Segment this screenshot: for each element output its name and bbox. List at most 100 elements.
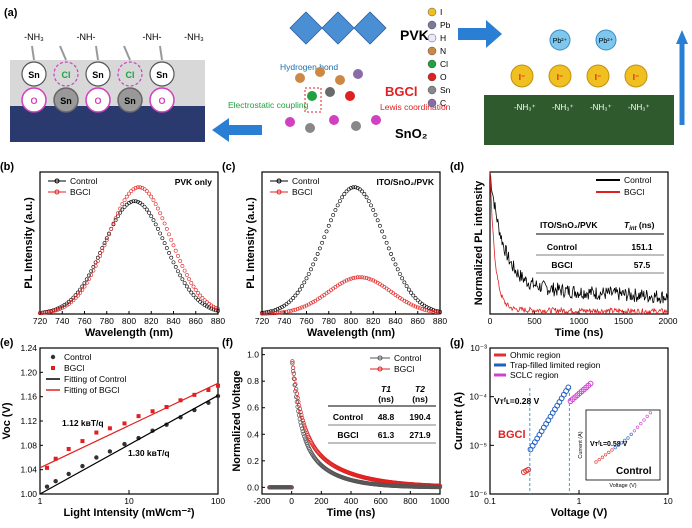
point-e-0-4 xyxy=(94,455,99,460)
point-c-0 xyxy=(409,290,413,295)
point-c-0 xyxy=(326,223,331,228)
point-b-0 xyxy=(73,293,78,298)
inset-point xyxy=(642,418,646,422)
molecule-atom-11 xyxy=(371,115,381,125)
point-c-1 xyxy=(431,309,436,314)
point-b-1 xyxy=(73,296,78,300)
legend-label-c-1: BGCl xyxy=(292,187,312,197)
point-c-0 xyxy=(324,229,329,234)
legend-dot-5 xyxy=(427,72,437,82)
xtick-label-b-1: 740 xyxy=(55,316,69,326)
point-c-0 xyxy=(262,310,267,315)
inset-point xyxy=(645,414,649,419)
point-b-0 xyxy=(144,207,149,212)
point-e-1-13 xyxy=(216,383,220,388)
point-e-0-5 xyxy=(107,449,113,454)
point-c-0 xyxy=(378,223,382,228)
point-c-0 xyxy=(404,284,409,289)
point-c-0 xyxy=(398,272,402,276)
point-c-1 xyxy=(286,309,291,314)
point-b-0 xyxy=(149,214,154,219)
point-c-0 xyxy=(309,267,313,272)
point-b-0 xyxy=(167,250,171,255)
electrostatic-label: Electrostatic coupling xyxy=(228,100,309,110)
atom-top-label-0: Sn xyxy=(28,70,40,80)
point-b-0 xyxy=(142,204,147,209)
ytick-label-e-6: 1.24 xyxy=(20,343,37,353)
point-c-1 xyxy=(306,302,311,307)
nh3-label-3: -NH₃⁺ xyxy=(628,103,650,112)
point-c-1 xyxy=(411,303,416,308)
point-b-1 xyxy=(91,268,96,273)
point-b-1 xyxy=(147,191,151,196)
point-f-0 xyxy=(291,376,297,381)
atom-bot-4 xyxy=(149,87,175,113)
table-row-d-1-label: BGCl xyxy=(551,260,572,270)
molecule-atom-5 xyxy=(307,91,317,101)
xtick-label-b-7: 860 xyxy=(189,316,203,326)
point-f-1 xyxy=(301,420,306,426)
point-b-1 xyxy=(153,202,158,207)
atom-bot-2 xyxy=(85,87,111,113)
point-c-1 xyxy=(326,289,331,294)
xtick-label-f-2: 200 xyxy=(314,496,328,506)
point-c-1 xyxy=(262,311,267,316)
inset-xlabel: Voltage (V) xyxy=(609,483,636,489)
annotation-e-1: 1.30 kʙT/q xyxy=(128,448,170,458)
xtick-label-f-3: 400 xyxy=(344,496,358,506)
point-c-1 xyxy=(418,306,422,311)
xtick-label-d-2: 1000 xyxy=(570,316,589,326)
point-f-0 xyxy=(299,426,305,431)
ylabel-e: Voc (V) xyxy=(1,402,13,439)
point-c-0 xyxy=(268,309,273,314)
point-b-1 xyxy=(176,254,180,258)
inset-point xyxy=(610,448,614,452)
xtick-label-d-1: 500 xyxy=(527,316,541,326)
point-f-0 xyxy=(301,431,306,437)
point-b-0 xyxy=(173,264,178,269)
table-header-d-T: T xyxy=(624,220,630,230)
point-c-0 xyxy=(357,187,362,192)
point-b-1 xyxy=(102,243,107,248)
point-f-0 xyxy=(300,429,305,434)
legend-label-2: H xyxy=(440,33,446,43)
point-c-0 xyxy=(364,195,369,200)
point-b-1 xyxy=(202,298,207,303)
bond-up-3 xyxy=(123,45,131,61)
point-b-0 xyxy=(124,202,129,207)
legend-label-g-0: Ohmic region xyxy=(510,350,561,360)
point-f-0 xyxy=(303,438,308,443)
point-c-1 xyxy=(264,311,269,316)
ytick-label-e-2: 1.08 xyxy=(20,440,37,450)
point-b-1 xyxy=(196,290,200,295)
point-c-0 xyxy=(304,276,309,281)
point-b-1 xyxy=(87,277,91,282)
point-b-1 xyxy=(107,232,111,237)
point-c-1 xyxy=(284,309,289,314)
point-c-1 xyxy=(289,308,293,313)
point-b-1 xyxy=(180,264,185,268)
point-g xyxy=(525,466,532,473)
point-c-0 xyxy=(337,199,342,203)
point-f-0 xyxy=(302,434,307,439)
series-d-1 xyxy=(489,171,669,316)
point-c-1 xyxy=(364,276,369,280)
point-b-1 xyxy=(133,186,138,190)
nh3-label-2: -NH₃⁺ xyxy=(590,103,612,112)
point-c-1 xyxy=(280,310,284,315)
legend-label-d-1: BGCl xyxy=(624,187,644,197)
point-b-1 xyxy=(162,221,167,226)
molecule-atom-7 xyxy=(285,117,295,127)
legend-label-3: N xyxy=(440,46,446,56)
legend-marker-f-1 xyxy=(377,366,383,372)
point-c-1 xyxy=(353,275,358,280)
point-b-1 xyxy=(129,189,134,194)
point-b-1 xyxy=(193,287,198,292)
table-header-f-0: T1 xyxy=(381,384,391,394)
pb-label-0: Pb²⁺ xyxy=(553,38,568,45)
atom-top-label-1: Cl xyxy=(62,70,71,80)
point-c-0 xyxy=(380,229,385,234)
point-b-0 xyxy=(102,241,107,246)
point-b-0 xyxy=(95,255,100,260)
point-c-1 xyxy=(355,275,360,280)
